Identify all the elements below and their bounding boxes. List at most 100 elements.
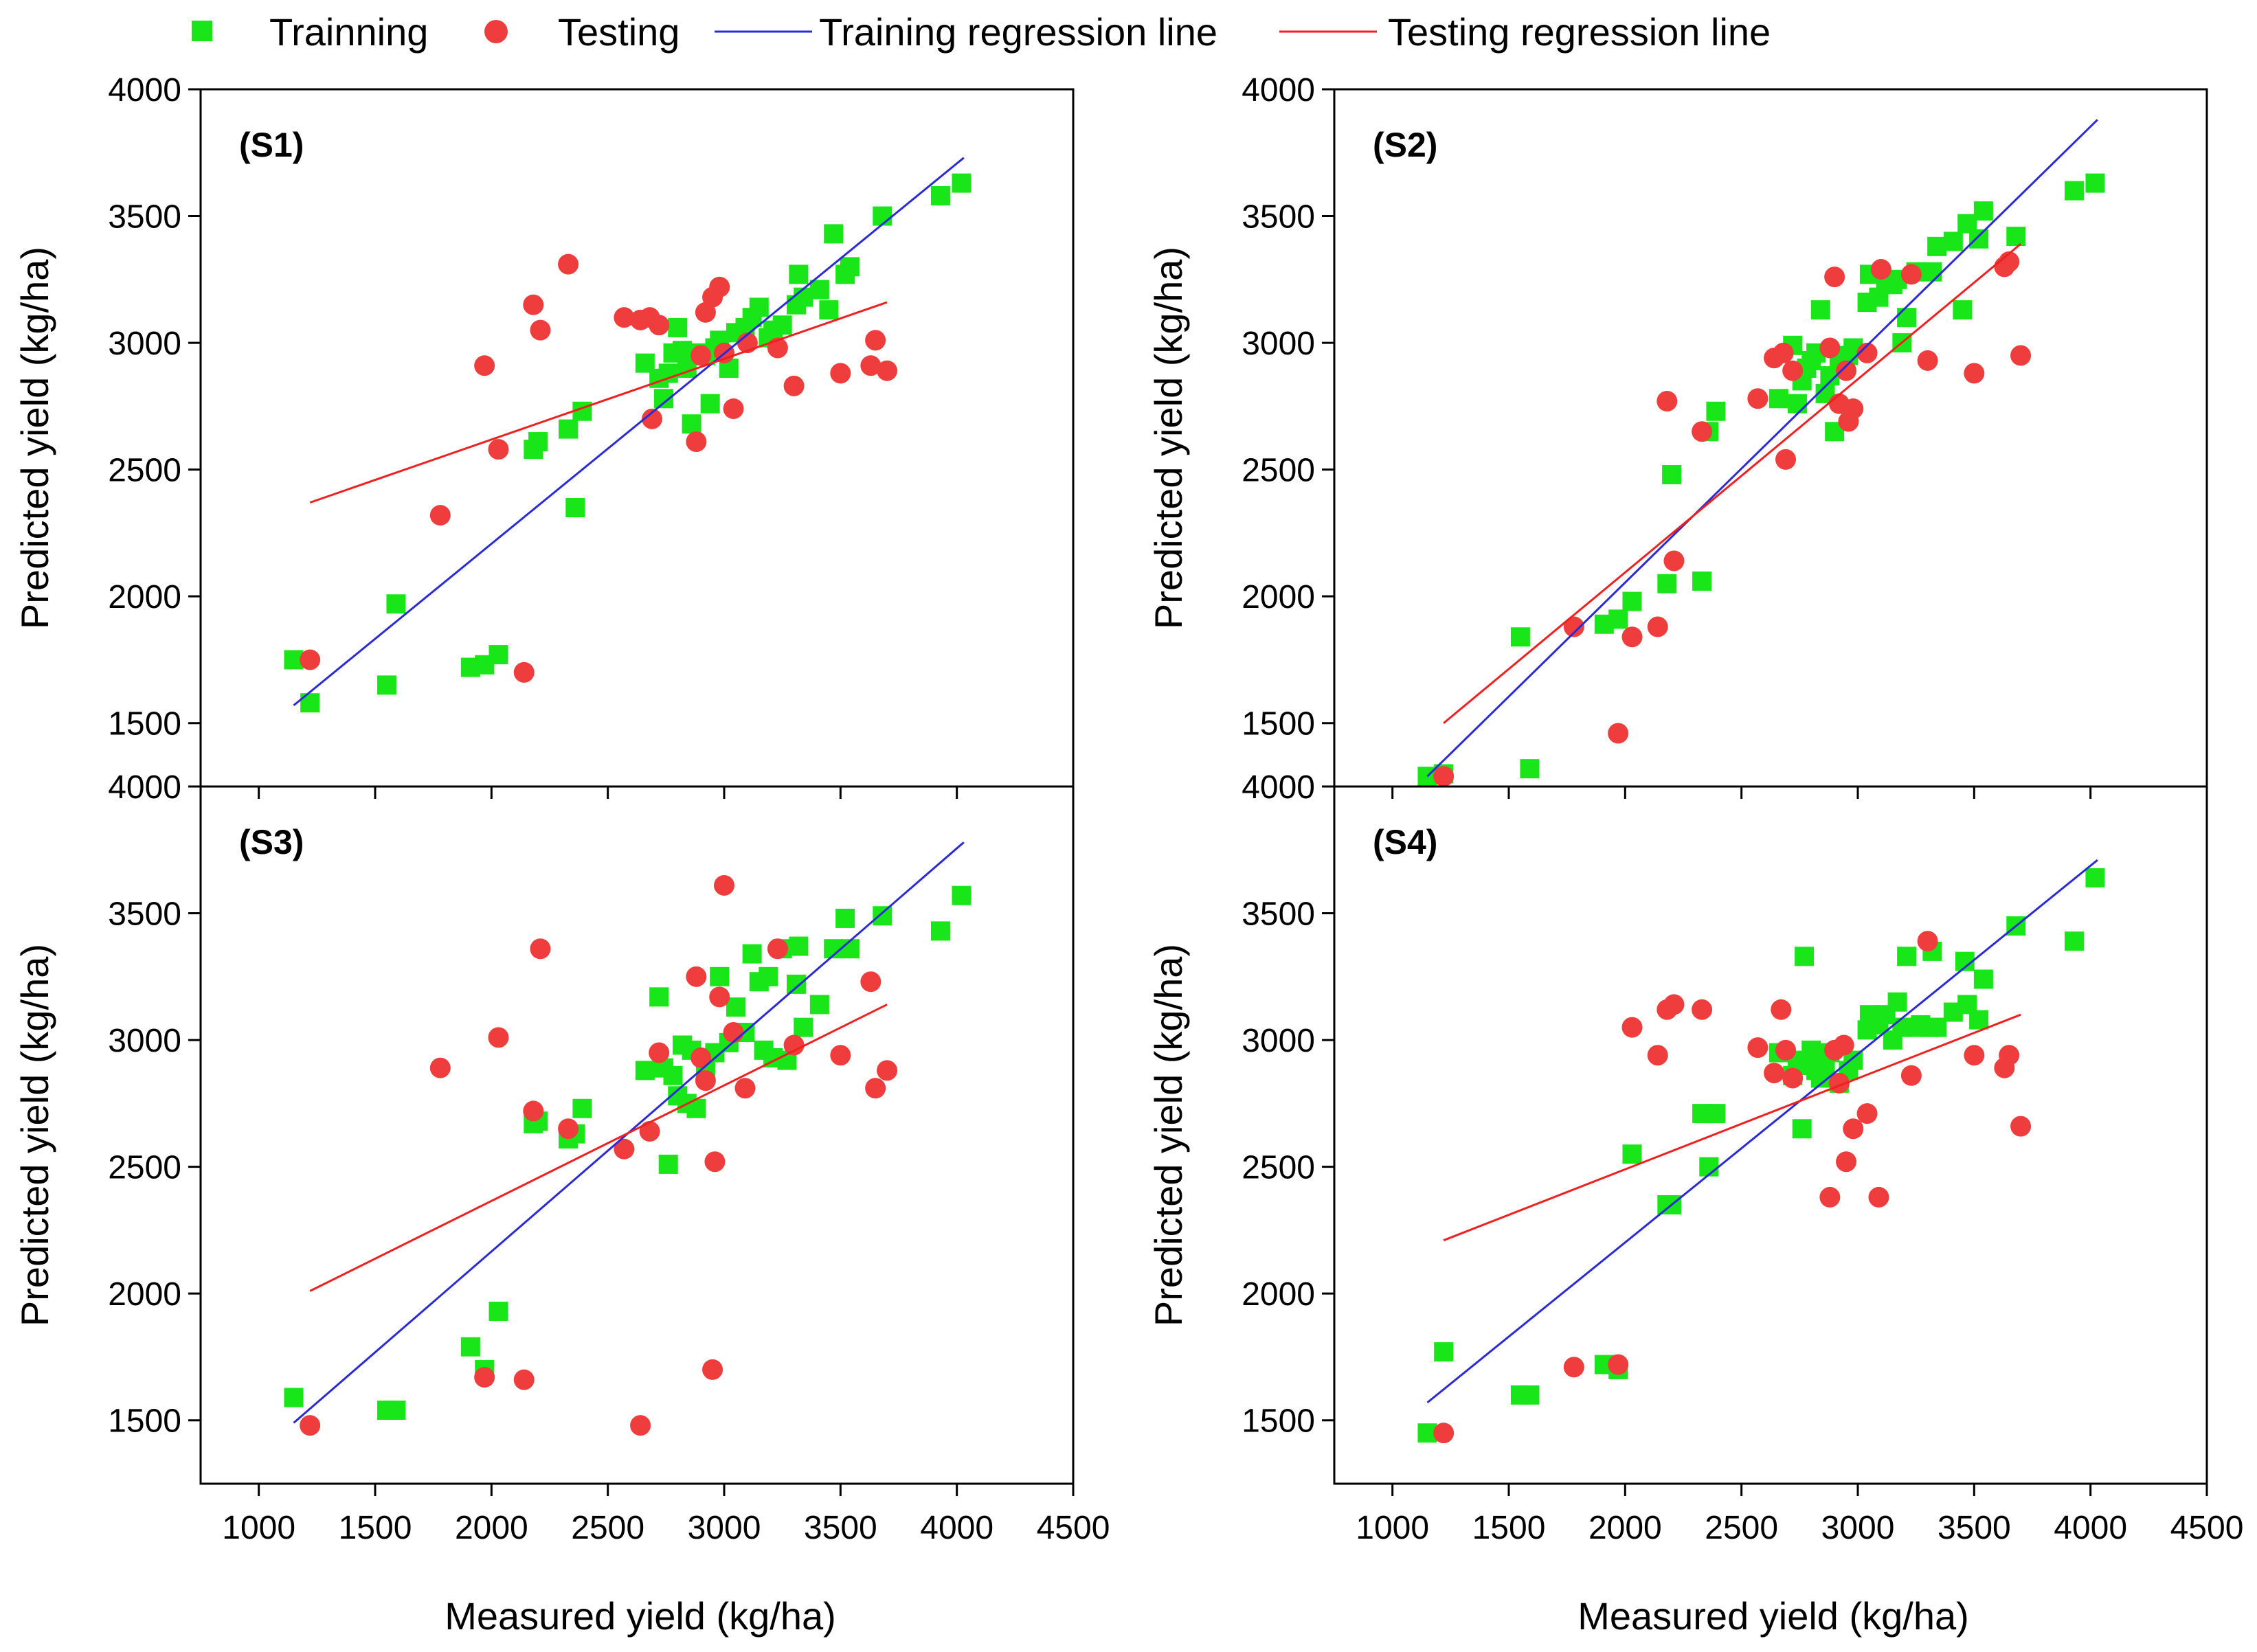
panel-4-x-tick-label: 1000 (1356, 1510, 1429, 1546)
panel-3-training-point (726, 997, 745, 1017)
panel-1: 1500 2000 2500 3000 3500 4000 (S1) Predicted yi… (13, 72, 1075, 799)
panel-3-training-point (930, 921, 950, 941)
panel-4-y-tick-label: 4000 (1242, 769, 1315, 806)
legend-testing-marker (484, 20, 508, 43)
panel-1-testing-point (530, 319, 551, 341)
panel-4-training-point (1927, 1017, 1947, 1037)
panel-4-x-tick-label: 4000 (2054, 1510, 2127, 1546)
panel-4-testing-point (1775, 1039, 1797, 1061)
panel-1-training-point (930, 186, 950, 206)
panel-4-y-tick-label: 2500 (1242, 1150, 1315, 1186)
panel-3-x-tick-label: 1000 (222, 1510, 295, 1546)
panel-3-training-point (460, 1337, 480, 1357)
panel-2-testing-point (2010, 345, 2032, 366)
panel-2-testing-point (1856, 342, 1878, 363)
panel-3-testing-regression-line (309, 1004, 888, 1292)
panel-2-training-point (1810, 300, 1830, 320)
panel-4-y-tick-label: 1500 (1242, 1403, 1315, 1440)
panel-3-y-tick-label: 1500 (108, 1403, 181, 1440)
panel-3-label: (S3) (239, 823, 304, 861)
panel-3-training-point (873, 906, 892, 926)
panel-4-testing-point (1433, 1423, 1455, 1444)
panel-4-x-tick-label: 4500 (2170, 1510, 2244, 1546)
panel-3-testing-point (630, 1415, 651, 1436)
panel-4-testing-point (1782, 1067, 1804, 1089)
panel-4-x-tick-label: 3000 (1821, 1510, 1895, 1546)
panel-3-training-point (759, 966, 778, 986)
panel-1-testing-point (558, 253, 579, 275)
panel-3-x-tick-label: 2500 (571, 1510, 644, 1546)
panel-1-testing-point (474, 355, 495, 376)
panel-4-testing-point (1621, 1017, 1643, 1038)
panel-4-testing-point (2010, 1116, 2032, 1137)
panel-4-testing-regression-line (1443, 1013, 2021, 1242)
panel-1-training-point (377, 675, 396, 695)
panel-3-testing-point (686, 966, 707, 987)
panel-4-testing-point (1836, 1151, 1857, 1173)
panel-3: 1500 2000 2500 3000 3500 4000 1000 1500 2000 2500… (13, 769, 1110, 1546)
panel-4-testing-point (1663, 994, 1685, 1015)
panel-3-frame (199, 785, 1075, 1485)
panel-1-training-point (559, 419, 579, 439)
panel-3-y-tick-label: 2500 (108, 1150, 181, 1186)
panel-3-x-tick-label: 4500 (1037, 1510, 1110, 1546)
panel-1-y-tick-label: 1500 (108, 706, 181, 743)
panel-4-training-point (1969, 1010, 1989, 1030)
panel-4-testing-point (1999, 1045, 2020, 1066)
panel-1-testing-point (513, 661, 535, 683)
panel-2-training-point (1662, 465, 1682, 485)
panel-2-training-point (1657, 574, 1677, 593)
panel-2-testing-point (1917, 350, 1938, 371)
panel-1-y-tick-label: 2500 (108, 453, 181, 489)
panel-4-testing-point (1771, 999, 1792, 1020)
panel-3-testing-point (558, 1118, 579, 1140)
panel-4-training-point (1622, 1144, 1642, 1164)
panel-2-testing-point (1836, 360, 1857, 381)
panel-2-training-point (1973, 201, 1993, 221)
panel-1-testing-point (488, 439, 509, 460)
panel-1-training-point (300, 693, 320, 713)
panel-1-training-point (386, 594, 406, 614)
panel-3-testing-point (639, 1120, 660, 1142)
panel-4-testing-point (1833, 1034, 1854, 1056)
panel-2-training-point (1622, 591, 1642, 611)
panel-3-testing-point (709, 986, 730, 1008)
panel-1-testing-point (860, 355, 882, 376)
panel-1-training-point (819, 300, 839, 320)
panel-3-training-point (658, 1154, 678, 1174)
panel-2-training-point (1943, 231, 1963, 251)
panel-1-training-point (528, 432, 548, 452)
panel-3-testing-point (429, 1057, 451, 1078)
panel-3-testing-point (702, 1359, 723, 1380)
panel-3-training-point (786, 974, 806, 994)
panel-1-y-axis-title: Predicted yield (kg/ha) (13, 247, 56, 629)
panel-4-training-point (1706, 1104, 1726, 1124)
panel-3-testing-point (530, 938, 551, 960)
panel-3-training-point (952, 885, 972, 905)
panel-3-training-point (809, 995, 829, 1015)
panel-4-training-point (1887, 992, 1907, 1012)
panel-2-testing-point (1747, 388, 1768, 409)
panel-1-training-point (682, 414, 701, 434)
panel-3-testing-point (734, 1078, 756, 1099)
panel-2-label: (S2) (1373, 126, 1437, 164)
panel-3-y-tick-label: 2000 (108, 1276, 181, 1313)
panel-1-testing-point (686, 431, 707, 453)
panel-1-y-tick-label: 3000 (108, 326, 181, 362)
panel-4-testing-point (1964, 1045, 1985, 1066)
panel-2-training-point (1510, 627, 1530, 647)
panel-4-testing-point (1900, 1065, 1922, 1086)
panel-2-training-point (1692, 572, 1712, 591)
panel-3-training-point (635, 1061, 655, 1080)
panel-2-y-tick-label: 4000 (1242, 72, 1315, 109)
panel-1-testing-point (830, 363, 851, 384)
panel-3-testing-point (523, 1100, 544, 1122)
panel-1-training-point (789, 264, 809, 284)
panel-2-y-tick-label: 2000 (1242, 579, 1315, 615)
panel-4-training-point (2064, 931, 2084, 951)
panel-2-training-point (1953, 300, 1973, 320)
panel-1-training-point (794, 287, 813, 307)
x-axis-title-left: Measured yield (kg/ha) (445, 1594, 836, 1638)
panel-2-testing-point (1900, 264, 1922, 285)
panel-3-testing-point (704, 1151, 726, 1173)
